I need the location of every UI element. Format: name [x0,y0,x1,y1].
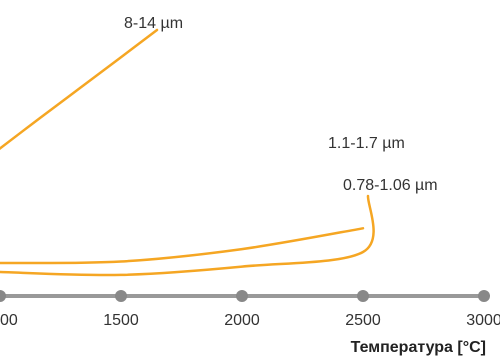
series-label-layer: 8-14 µm 1.1-1.7 µm 0.78-1.06 µm [124,15,438,194]
x-tick-marker-2 [115,290,127,302]
x-tick-marker-5 [478,290,490,302]
series-label-1: 8-14 µm [124,15,183,32]
series-label-3: 0.78-1.06 µm [343,177,438,194]
x-tick-label-1: 1000 [0,312,18,329]
series-line-2 [0,227,365,265]
x-axis-title: Температура [°C] [351,339,486,356]
x-tick-label-2: 1500 [103,312,139,329]
series-line-3 [0,194,375,277]
x-tick-label-4: 2500 [345,312,381,329]
series-layer [0,28,375,277]
series-line-1 [0,28,159,151]
x-tick-marker-3 [236,290,248,302]
x-tick-layer: 1000 1500 2000 2500 3000 [0,290,500,329]
x-tick-marker-4 [357,290,369,302]
x-tick-label-5: 3000 [466,312,500,329]
series-label-2: 1.1-1.7 µm [328,135,405,152]
x-tick-label-3: 2000 [224,312,260,329]
x-tick-marker-1 [0,290,6,302]
